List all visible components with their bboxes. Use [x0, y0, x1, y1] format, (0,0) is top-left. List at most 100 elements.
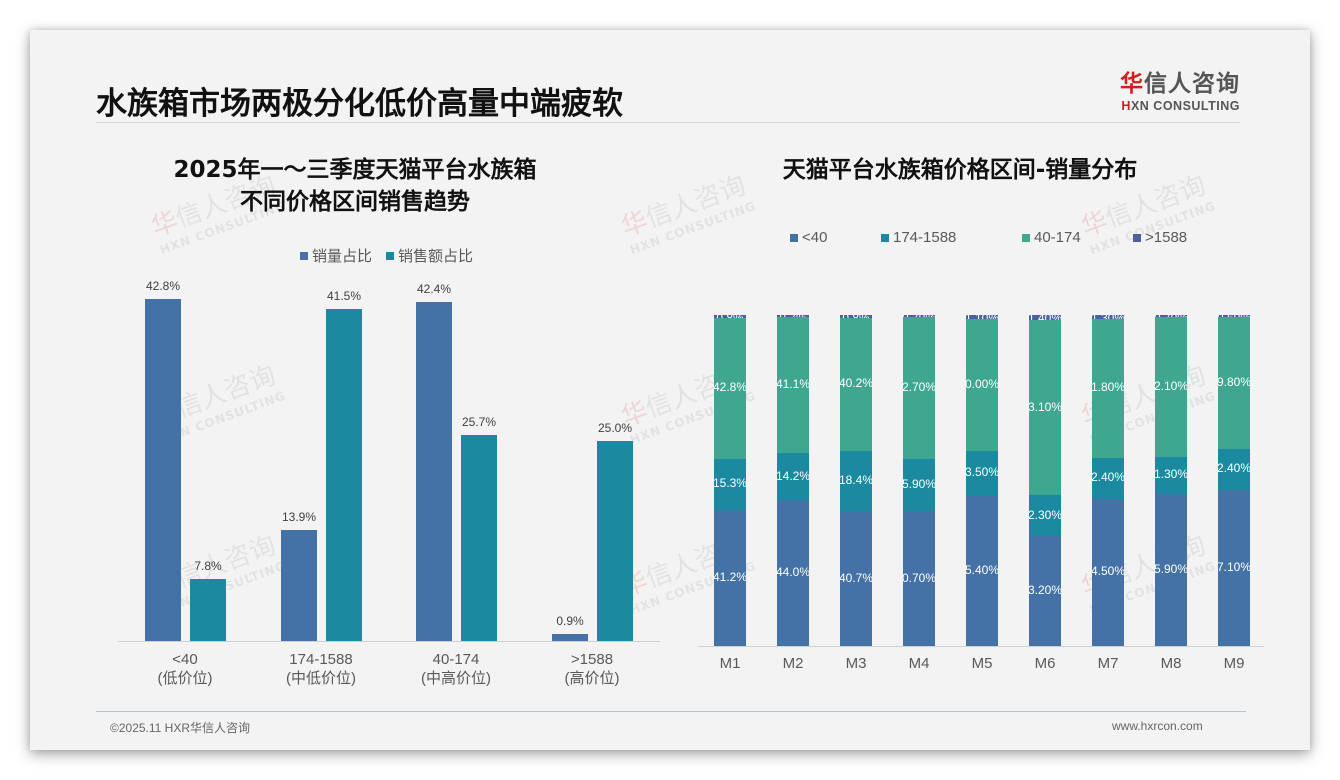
bar-value-label: 25.7%	[461, 415, 497, 430]
page-title: 水族箱市场两极分化低价高量中端疲软	[96, 86, 623, 122]
stack-segment: 3.50%	[966, 451, 998, 496]
segment-value-label: 1.30%	[1092, 315, 1124, 319]
volume-bar	[416, 301, 452, 641]
stack-segment: 0.70%	[903, 315, 935, 318]
segment-value-label: 41.2%	[714, 569, 746, 584]
bar-value-label: 0.9%	[556, 613, 584, 628]
month-label: M9	[1223, 655, 1245, 672]
segment-value-label: 1.10%	[966, 315, 998, 319]
stack-segment: 1.80%	[1092, 319, 1124, 458]
stack-segment: 0.7%	[777, 315, 809, 318]
stack-segment: 5.90%	[1155, 494, 1187, 646]
footer-website: www.hxrcon.com	[1112, 719, 1203, 733]
stack-segment: 44.0%	[777, 500, 809, 646]
segment-value-label: 1.40%	[1029, 315, 1061, 320]
segment-value-label: 5.40%	[966, 562, 998, 577]
stack-segment: 5.40%	[966, 495, 998, 646]
right-chart-legend: <40 174-1588 40-174 >1588	[790, 229, 1213, 246]
sales-bar	[326, 309, 362, 641]
footer-copyright: ©2025.11 HXR华信人咨询	[110, 721, 250, 735]
segment-value-label: 7.10%	[1218, 559, 1250, 574]
stack-segment: 0.70%	[903, 511, 935, 646]
segment-value-label: 40.2%	[840, 376, 872, 391]
stack-segment: 40.2%	[840, 317, 872, 451]
month-label: M7	[1097, 655, 1119, 672]
stack-segment: 7.10%	[1218, 489, 1250, 646]
segment-value-label: 5.90%	[1155, 562, 1187, 577]
volume-bar	[281, 529, 317, 641]
stack-segment: 9.80%	[1218, 316, 1250, 449]
segment-value-label: 5.90%	[903, 476, 935, 491]
segment-value-label: 0.00%	[966, 376, 998, 391]
segment-value-label: 0.70%	[1155, 315, 1187, 317]
category-label: >1588 (高价位)	[564, 651, 620, 687]
logo: 华信人咨询 HXN CONSULTING	[1110, 64, 1240, 113]
stack-segment: 2.40%	[1092, 457, 1124, 499]
segment-value-label: 40.7%	[840, 570, 872, 585]
legend-item-volume: 销量占比	[300, 245, 372, 266]
bar-value-label: 42.8%	[145, 278, 181, 293]
legend-swatch	[790, 233, 798, 242]
stack-segment: 18.4%	[840, 450, 872, 512]
right-chart-title: 天猫平台水族箱价格区间-销量分布	[782, 157, 1138, 183]
bar-value-label: 42.4%	[416, 281, 452, 296]
month-label: M4	[908, 655, 930, 672]
title-divider	[96, 122, 1240, 123]
segment-value-label: 2.10%	[1155, 378, 1187, 393]
legend-item: 174-1588	[881, 229, 1022, 246]
segment-value-label: 14.2%	[777, 468, 809, 483]
bar-value-label: 7.8%	[194, 558, 222, 573]
stack-segment: 2.70%	[903, 317, 935, 459]
segment-value-label: 0.7%	[777, 315, 809, 317]
segment-value-label: 0.60%	[1218, 315, 1250, 317]
stack-segment: 1.30%	[1155, 456, 1187, 495]
segment-value-label: 0.70%	[903, 570, 935, 585]
segment-value-label: 2.40%	[1218, 461, 1250, 476]
category-label: <40 (低价位)	[157, 651, 213, 687]
stack-segment: 2.40%	[1218, 448, 1250, 490]
segment-value-label: 42.8%	[714, 380, 746, 395]
legend-item: <40	[790, 229, 881, 246]
bar-value-label: 41.5%	[326, 289, 362, 303]
stack-segment: 0.60%	[1218, 315, 1250, 317]
stack-segment: 41.2%	[714, 509, 746, 646]
right-x-axis	[698, 646, 1264, 647]
segment-value-label: 0.8%	[840, 315, 872, 318]
left-x-axis	[118, 641, 660, 642]
stack-segment: 3.10%	[1029, 319, 1061, 496]
legend-swatch	[386, 251, 395, 260]
slide: 水族箱市场两极分化低价高量中端疲软 华信人咨询 HXN CONSULTING 华…	[30, 30, 1310, 750]
segment-value-label: 3.10%	[1029, 399, 1061, 414]
month-label: M3	[845, 655, 867, 672]
volume-bar	[552, 633, 588, 641]
segment-value-label: 3.20%	[1029, 583, 1061, 598]
sales-bar	[461, 435, 497, 641]
legend-item-sales: 销售额占比	[386, 245, 473, 266]
legend-swatch	[1022, 233, 1030, 242]
sales-bar	[190, 578, 226, 641]
category-label: 174-1588 (中低价位)	[286, 651, 356, 687]
segment-value-label: 2.70%	[903, 379, 935, 394]
segment-value-label: 18.4%	[840, 472, 872, 487]
stack-segment: 0.8%	[714, 315, 746, 318]
stack-segment: 2.10%	[1155, 317, 1187, 457]
segment-value-label: 0.8%	[714, 315, 746, 318]
legend-swatch	[300, 251, 308, 260]
segment-value-label: 15.3%	[714, 476, 746, 491]
legend-item: >1588	[1133, 229, 1213, 246]
volume-bar	[145, 298, 181, 641]
left-chart-title: 2025年一～三季度天猫平台水族箱 不同价格区间销售趋势	[173, 157, 537, 215]
stack-segment: 0.8%	[840, 315, 872, 318]
month-label: M8	[1160, 655, 1182, 672]
stack-segment: 15.3%	[714, 459, 746, 510]
left-chart-legend: 销量占比 销售额占比	[300, 245, 473, 266]
stack-segment: 4.50%	[1092, 498, 1124, 646]
stack-segment: 42.8%	[714, 317, 746, 460]
logo-en: HXN CONSULTING	[1121, 99, 1240, 113]
stack-segment: 0.70%	[1155, 315, 1187, 318]
category-label: 40-174 (中高价位)	[421, 651, 491, 687]
stack-segment: 0.00%	[966, 318, 998, 452]
month-label: M5	[971, 655, 993, 672]
segment-value-label: 1.30%	[1155, 467, 1187, 482]
legend-swatch	[1133, 233, 1141, 242]
